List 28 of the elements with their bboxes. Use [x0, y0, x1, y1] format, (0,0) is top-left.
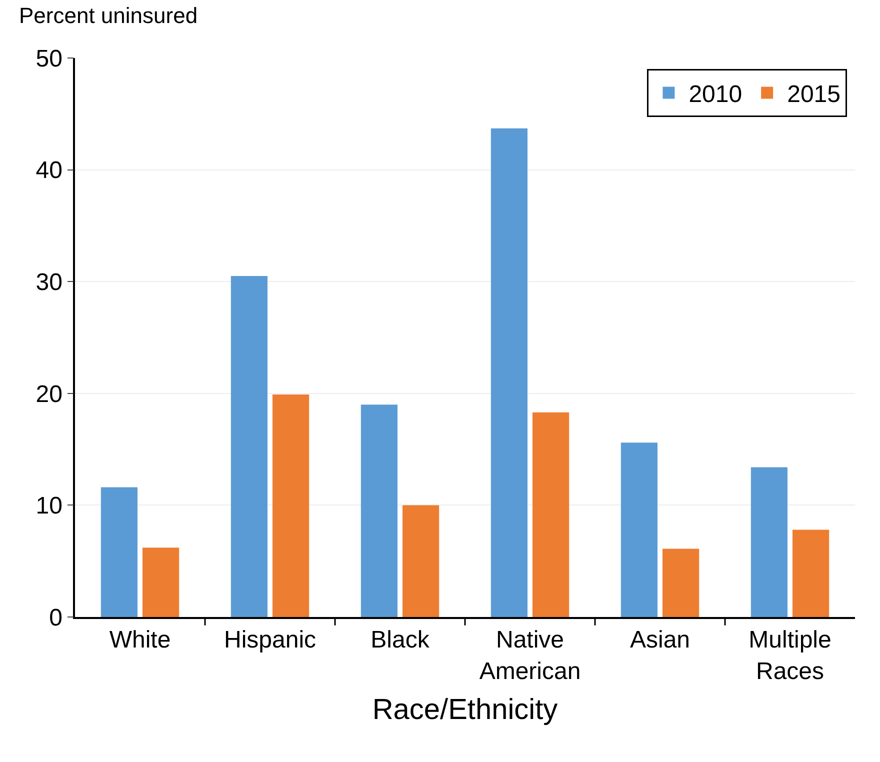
x-tick-label: Native American [479, 626, 581, 685]
x-tick-label: Hispanic [224, 626, 316, 654]
bar [230, 276, 268, 617]
bar [792, 530, 830, 617]
y-tick-label: 30 [36, 269, 62, 296]
x-tick-label: White [109, 626, 171, 654]
bar [360, 404, 398, 617]
x-tick-label: Black [370, 626, 430, 654]
bar [532, 412, 570, 617]
bar [750, 467, 788, 617]
legend-label: 2010 [688, 81, 742, 108]
bar [402, 505, 440, 617]
y-axis-title: Percent uninsured [19, 3, 198, 28]
bar [662, 548, 700, 617]
y-tick-label: 40 [36, 157, 62, 184]
x-axis-title: Race/Ethnicity [372, 694, 558, 726]
bar [490, 128, 528, 617]
bar [620, 442, 658, 617]
y-tick-label: 0 [49, 604, 62, 632]
y-tick-label: 20 [36, 380, 62, 408]
y-tick-label: 50 [36, 45, 62, 72]
legend-label: 2015 [787, 81, 840, 108]
y-tick-label: 10 [36, 492, 62, 520]
x-tick-label: Asian [630, 626, 690, 654]
bar [272, 394, 310, 617]
bar [100, 487, 138, 617]
x-tick-label: Multiple Races [748, 626, 832, 685]
bar [142, 548, 180, 617]
